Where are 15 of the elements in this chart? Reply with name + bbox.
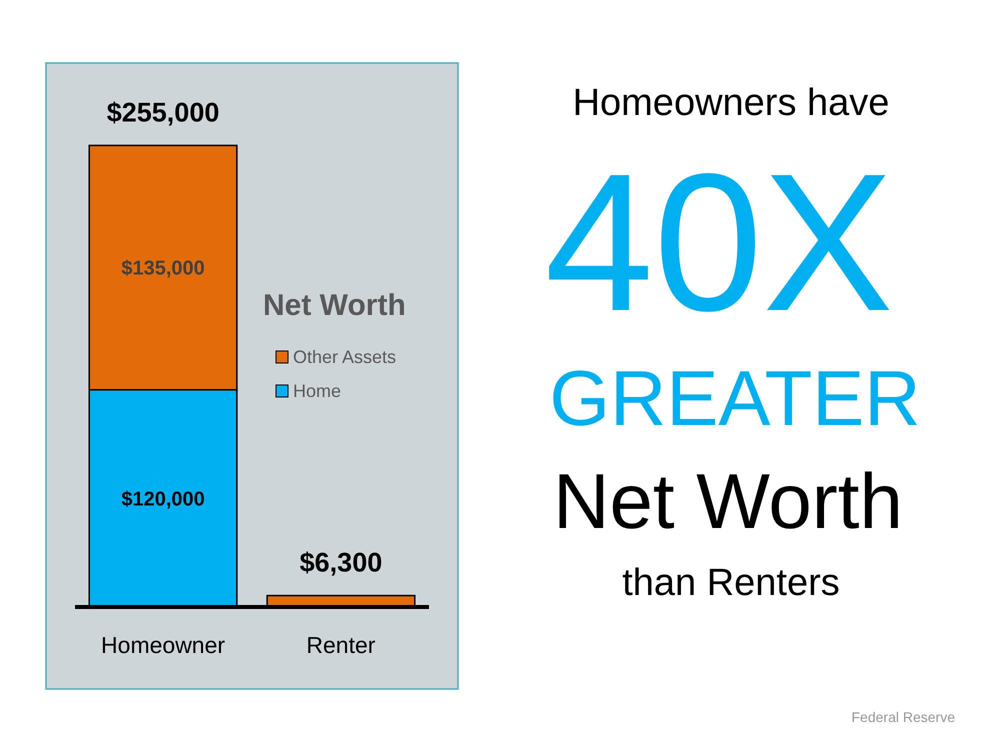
total-label: $255,000 [106,97,220,128]
legend-label: Home [293,381,342,401]
legend-label: Other Assets [293,347,396,367]
text: 40X [544,133,894,352]
text: than Renters [622,562,840,604]
total-label: $6,300 [300,548,382,578]
x-tick-label: Renter [306,632,376,658]
text: Federal Reserve [852,709,956,725]
x-tick-label: Homeowner [101,632,226,658]
text: GREATER [549,354,921,442]
data-label: $120,000 [121,488,205,510]
text: Net Worth [553,457,903,545]
text: Homeowners have [572,82,890,124]
legend-title: Net Worth [263,289,406,322]
data-label: $135,000 [121,258,205,280]
